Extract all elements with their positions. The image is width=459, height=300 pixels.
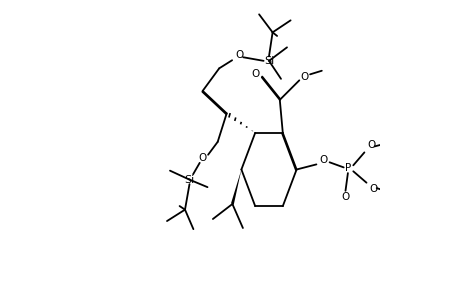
Text: O: O — [251, 69, 259, 79]
Text: O: O — [318, 155, 326, 165]
Text: P: P — [345, 163, 351, 173]
Text: O: O — [198, 153, 207, 163]
Polygon shape — [230, 169, 241, 205]
Text: Si: Si — [184, 175, 194, 184]
Text: O: O — [368, 184, 376, 194]
Text: O: O — [341, 192, 349, 203]
Text: O: O — [235, 50, 243, 60]
Text: O: O — [366, 140, 374, 150]
Text: O: O — [300, 72, 308, 82]
Text: Si: Si — [263, 56, 274, 66]
